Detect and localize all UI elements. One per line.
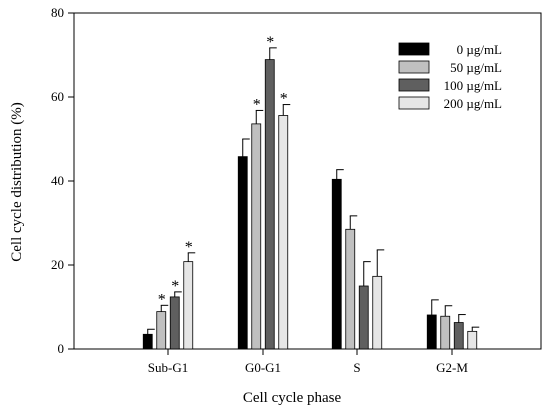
significance-star: *	[171, 278, 179, 295]
bar	[426, 314, 437, 350]
x-axis-label: Cell cycle phase	[243, 390, 342, 406]
significance-star: *	[185, 239, 193, 256]
significance-star: *	[253, 96, 261, 113]
bar	[156, 311, 167, 350]
bar	[169, 296, 180, 350]
bar	[440, 315, 451, 350]
y-tick-label: 80	[51, 5, 64, 20]
legend-label: 200 µg/mL	[444, 96, 502, 111]
x-tick-label: S	[353, 360, 360, 375]
bar	[358, 285, 369, 350]
legend-label: 100 µg/mL	[444, 78, 502, 93]
y-tick-label: 0	[58, 341, 65, 356]
significance-markers: * * * * * *	[158, 34, 288, 308]
y-axis: 0 20 40 60 80	[51, 5, 74, 356]
significance-star: *	[266, 34, 274, 51]
bar	[142, 333, 153, 350]
y-tick-label: 20	[51, 257, 64, 272]
bar	[331, 178, 342, 350]
legend-label: 0 µg/mL	[457, 42, 502, 57]
legend-swatch	[398, 42, 430, 56]
bar	[237, 156, 248, 350]
x-tick-label: G2-M	[436, 360, 468, 375]
significance-star: *	[280, 91, 288, 108]
bar	[345, 228, 356, 350]
legend-swatch	[398, 78, 430, 92]
significance-star: *	[158, 291, 166, 308]
y-axis-label: Cell cycle distribution (%)	[9, 102, 25, 262]
x-axis: Sub-G1 G0-G1 S G2-M	[148, 349, 468, 375]
bar	[467, 330, 478, 350]
bar	[278, 115, 289, 350]
x-tick-label: G0-G1	[245, 360, 281, 375]
legend-label: 50 µg/mL	[450, 60, 502, 75]
bars	[142, 59, 478, 350]
y-tick-label: 60	[51, 89, 64, 104]
legend: 0 µg/mL 50 µg/mL 100 µg/mL 200 µg/mL	[398, 42, 502, 111]
bar	[183, 261, 194, 350]
bar	[372, 275, 383, 350]
y-tick-label: 40	[51, 173, 64, 188]
error-bars	[147, 47, 480, 335]
x-tick-label: Sub-G1	[148, 360, 188, 375]
legend-swatch	[398, 96, 430, 110]
legend-swatch	[398, 60, 430, 74]
bar	[453, 322, 464, 350]
bar	[251, 123, 262, 350]
bar	[264, 59, 275, 350]
